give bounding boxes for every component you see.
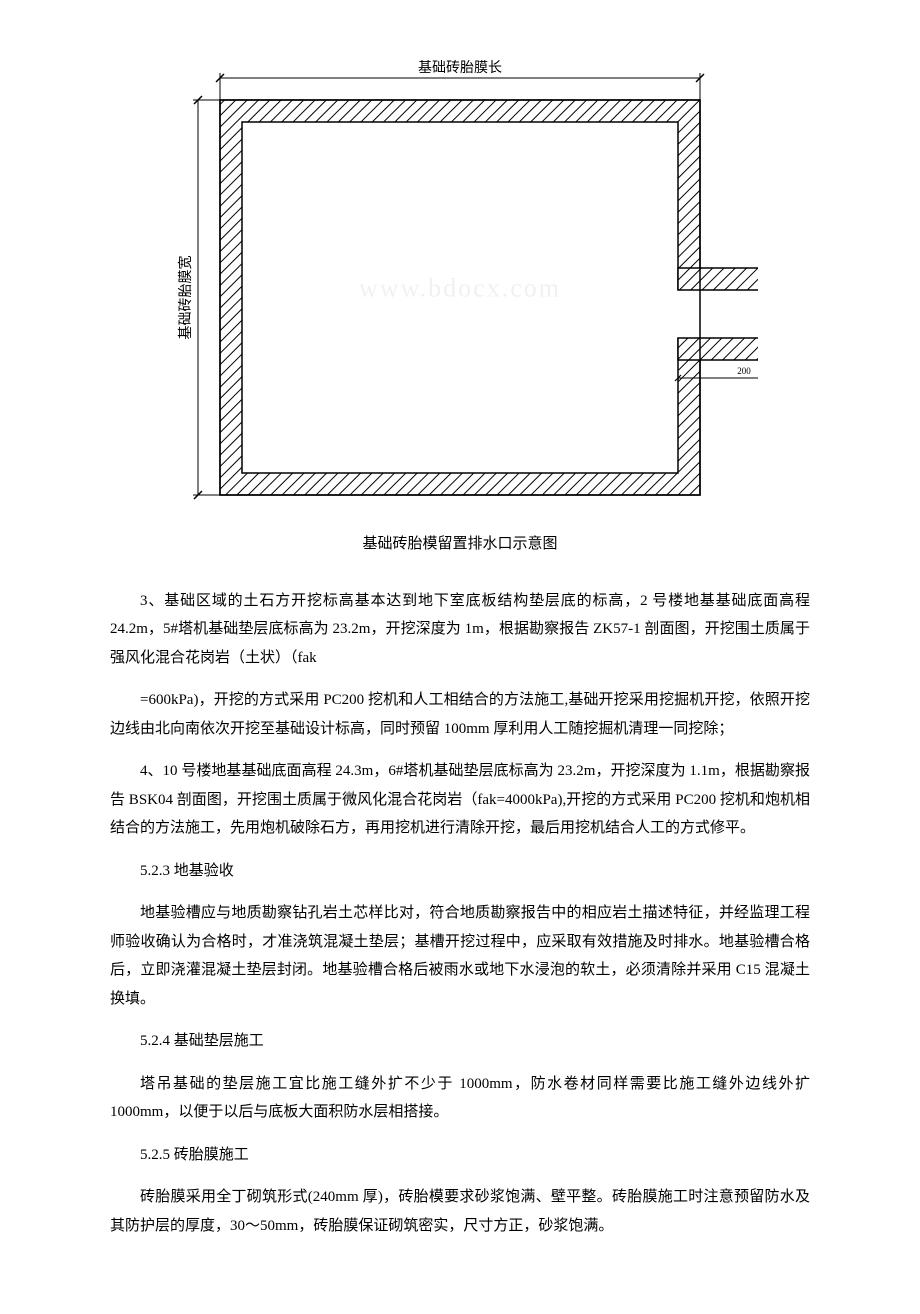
heading-2: 5.2.4 基础垫层施工 (110, 1027, 810, 1056)
heading-3: 5.2.5 砖胎膜施工 (110, 1141, 810, 1170)
diagram-section: 基础砖胎膜长基础砖胎膜宽200200 www.bdocx.com 基础砖胎模留置… (110, 60, 810, 559)
svg-text:200: 200 (737, 366, 751, 376)
paragraph-1: 3、基础区域的土石方开挖标高基本达到地下室底板结构垫层底的标高，2 号楼地基基础… (110, 587, 810, 673)
diagram-caption: 基础砖胎模留置排水口示意图 (110, 530, 810, 559)
diagram-container: 基础砖胎膜长基础砖胎膜宽200200 www.bdocx.com (162, 60, 758, 516)
heading-1: 5.2.3 地基验收 (110, 857, 810, 886)
paragraph-2: =600kPa)，开挖的方式采用 PC200 挖机和人工相结合的方法施工,基础开… (110, 686, 810, 743)
svg-text:基础砖胎膜长: 基础砖胎膜长 (418, 60, 502, 76)
paragraph-4: 地基验槽应与地质勘察钻孔岩土芯样比对，符合地质勘察报告中的相应岩土描述特征，并经… (110, 899, 810, 1013)
paragraph-5: 塔吊基础的垫层施工宜比施工缝外扩不少于 1000mm，防水卷材同样需要比施工缝外… (110, 1070, 810, 1127)
paragraph-6: 砖胎膜采用全丁砌筑形式(240mm 厚)，砖胎模要求砂浆饱满、壁平整。砖胎膜施工… (110, 1183, 810, 1240)
paragraph-3: 4、10 号楼地基基础底面高程 24.3m，6#塔机基础垫层底标高为 23.2m… (110, 757, 810, 843)
svg-text:基础砖胎膜宽: 基础砖胎膜宽 (177, 256, 194, 340)
foundation-diagram: 基础砖胎膜长基础砖胎膜宽200200 (162, 60, 758, 505)
